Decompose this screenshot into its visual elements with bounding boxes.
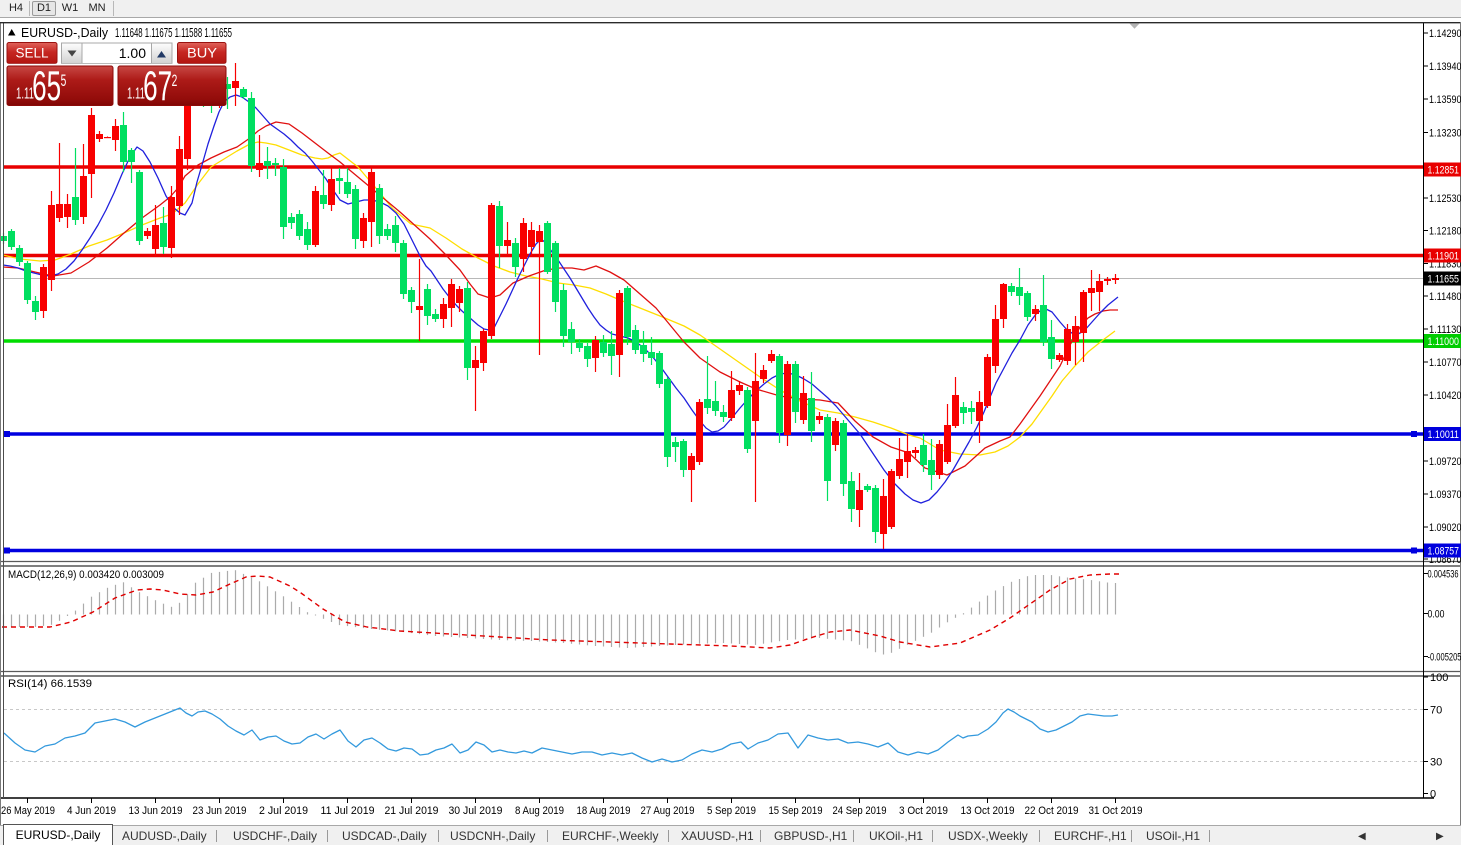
svg-text:30 Jul 2019: 30 Jul 2019 [449,805,503,817]
svg-text:30: 30 [1430,757,1442,769]
svg-text:1.11901: 1.11901 [1428,251,1460,263]
svg-text:1.11: 1.11 [127,84,145,102]
svg-text:0: 0 [1430,789,1436,801]
svg-text:67: 67 [143,63,172,110]
svg-text:1.11648 1.11675 1.11588 1.1165: 1.11648 1.11675 1.11588 1.11655 [115,26,232,40]
svg-text:22 Oct 2019: 22 Oct 2019 [1025,805,1079,817]
svg-text:1.00: 1.00 [119,45,146,61]
svg-text:1.09370: 1.09370 [1429,489,1461,501]
svg-text:1.13940: 1.13940 [1429,61,1461,73]
svg-text:EURUSD-,Daily: EURUSD-,Daily [21,26,109,40]
svg-text:3 Oct 2019: 3 Oct 2019 [899,805,948,817]
svg-text:100: 100 [1430,672,1448,684]
svg-text:1.09720: 1.09720 [1429,456,1461,468]
svg-text:26 May 2019: 26 May 2019 [1,805,55,817]
svg-text:1.08757: 1.08757 [1428,546,1460,558]
svg-text:1.11: 1.11 [16,84,34,102]
svg-text:21 Jul 2019: 21 Jul 2019 [385,805,439,817]
svg-text:0.004536: 0.004536 [1428,569,1459,581]
svg-text:23 Jun 2019: 23 Jun 2019 [193,805,247,817]
svg-text:1.12851: 1.12851 [1428,165,1460,177]
svg-text:65: 65 [32,63,61,110]
svg-text:15 Sep 2019: 15 Sep 2019 [769,805,823,817]
svg-text:8 Aug 2019: 8 Aug 2019 [515,805,564,817]
svg-text:1.12530: 1.12530 [1429,193,1461,205]
svg-text:70: 70 [1430,705,1442,717]
svg-text:5: 5 [61,72,67,90]
svg-text:0.00: 0.00 [1428,609,1445,621]
svg-text:MACD(12,26,9) 0.003420 0.00300: MACD(12,26,9) 0.003420 0.003009 [8,569,164,581]
svg-text:1.10011: 1.10011 [1428,429,1460,441]
svg-text:24 Sep 2019: 24 Sep 2019 [833,805,887,817]
svg-text:31 Oct 2019: 31 Oct 2019 [1089,805,1143,817]
svg-text:11 Jul 2019: 11 Jul 2019 [321,805,375,817]
svg-text:1.14290: 1.14290 [1429,28,1461,40]
svg-text:2: 2 [172,72,178,90]
svg-text:1.10770: 1.10770 [1429,357,1461,369]
svg-text:18 Aug 2019: 18 Aug 2019 [577,805,631,817]
svg-text:2 Jul 2019: 2 Jul 2019 [259,805,308,817]
svg-text:RSI(14) 66.1539: RSI(14) 66.1539 [8,678,92,690]
svg-text:5 Sep 2019: 5 Sep 2019 [707,805,756,817]
svg-text:1.11000: 1.11000 [1428,336,1460,348]
svg-text:1.12180: 1.12180 [1429,226,1461,238]
svg-text:1.11655: 1.11655 [1428,274,1460,286]
svg-text:SELL: SELL [16,46,49,61]
svg-text:1.10420: 1.10420 [1429,390,1461,402]
svg-text:1.09020: 1.09020 [1429,522,1461,534]
svg-text:BUY: BUY [187,46,217,61]
svg-text:27 Aug 2019: 27 Aug 2019 [641,805,695,817]
svg-text:13 Oct 2019: 13 Oct 2019 [961,805,1015,817]
svg-text:4 Jun 2019: 4 Jun 2019 [67,805,116,817]
svg-text:13 Jun 2019: 13 Jun 2019 [129,805,183,817]
svg-text:1.13230: 1.13230 [1429,128,1461,140]
svg-text:1.11480: 1.11480 [1429,291,1461,303]
svg-text:1.13590: 1.13590 [1429,94,1461,106]
svg-text:-0.005205: -0.005205 [1428,652,1461,664]
